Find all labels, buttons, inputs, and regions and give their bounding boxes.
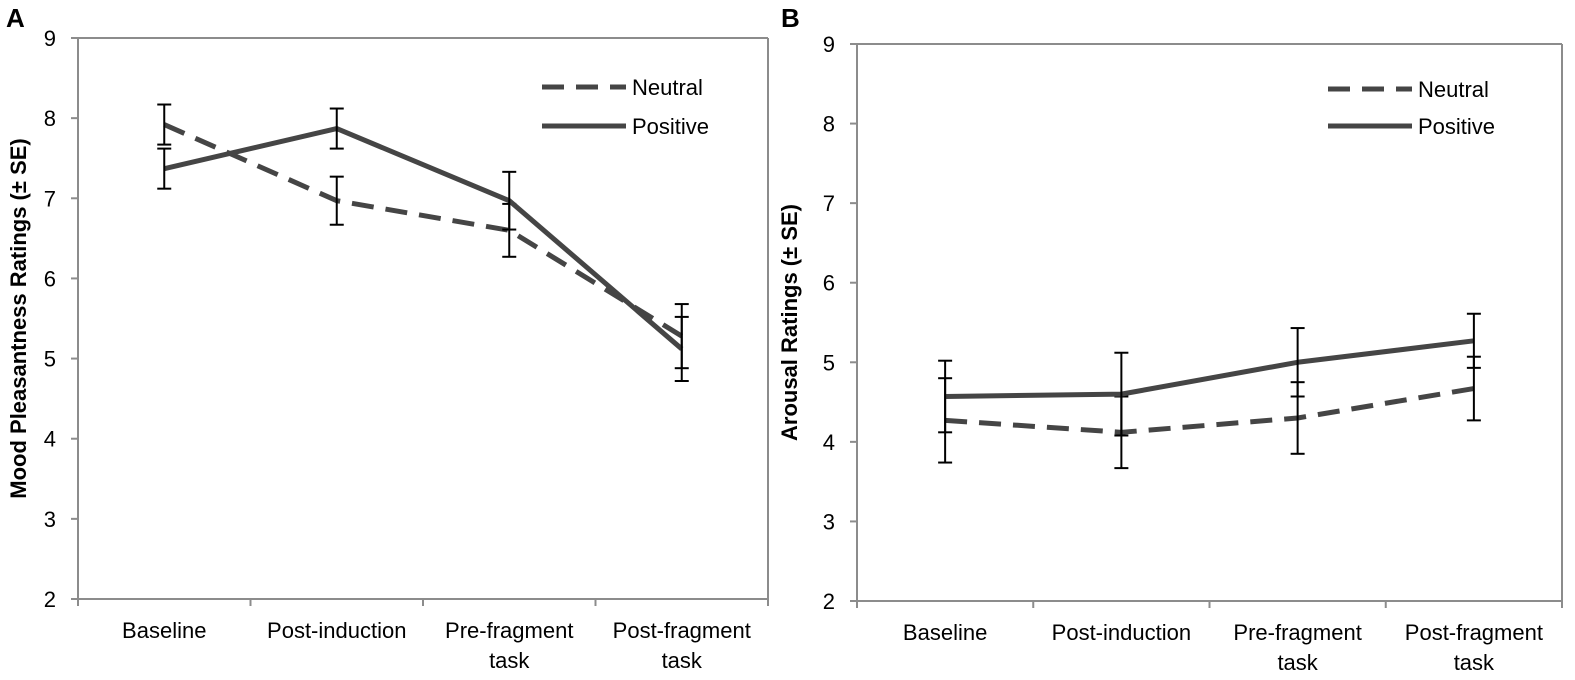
- x-tick-label-line: Pre-fragment: [1233, 620, 1361, 645]
- x-tick-label-line: Post-fragment: [613, 618, 751, 643]
- legend-label-positive: Positive: [632, 114, 709, 139]
- x-tick-label: Post-fragment task: [1405, 620, 1543, 675]
- x-tick-label-line: Pre-fragment: [445, 618, 573, 643]
- x-tick-label: Baseline: [122, 618, 206, 643]
- x-tick-label-line: Post-fragment: [1405, 620, 1543, 645]
- y-tick-label: 8: [44, 106, 56, 131]
- x-tick-label-line: task: [1277, 650, 1318, 675]
- y-tick-label: 4: [823, 430, 835, 455]
- series-line-positive: [945, 338, 1475, 400]
- y-tick-label: 9: [823, 32, 835, 57]
- x-tick-label-line: Post-induction: [267, 618, 406, 643]
- x-tick-label: Post-induction: [267, 618, 406, 643]
- legend-label-positive: Positive: [1418, 114, 1495, 139]
- legend-label-neutral: Neutral: [632, 75, 703, 100]
- x-tick-label: Pre-fragment task: [1233, 620, 1361, 675]
- series-line-positive: [163, 126, 684, 351]
- x-tick-label: Post-fragment task: [613, 618, 751, 673]
- y-axis-title: Arousal Ratings (± SE): [777, 204, 802, 441]
- y-tick-label: 8: [823, 112, 835, 137]
- x-tick-label: Post-induction: [1052, 620, 1191, 645]
- y-tick-label: 7: [44, 186, 56, 211]
- x-tick-label-line: task: [489, 648, 530, 673]
- y-tick-label: 2: [44, 587, 56, 612]
- y-tick-label: 7: [823, 191, 835, 216]
- x-tick-label-line: task: [662, 648, 703, 673]
- y-tick-label: 6: [823, 271, 835, 296]
- y-tick-label: 5: [823, 350, 835, 375]
- y-tick-label: 9: [44, 26, 56, 51]
- x-tick-label: Pre-fragment task: [445, 618, 573, 673]
- y-tick-label: 6: [44, 266, 56, 291]
- y-tick-label: 3: [44, 507, 56, 532]
- legend-label-neutral: Neutral: [1418, 77, 1489, 102]
- panel-letter: B: [781, 3, 800, 33]
- y-tick-label: 3: [823, 509, 835, 534]
- x-tick-label-line: Baseline: [122, 618, 206, 643]
- series-line-neutral: [944, 386, 1475, 435]
- y-axis-title: Mood Pleasantness Ratings (± SE): [6, 138, 31, 498]
- y-tick-label: 2: [823, 589, 835, 614]
- panel-letter: A: [6, 3, 25, 33]
- chart-panel-b: B 2 3 4 5 6 7 8 9 Baseline Post-induction Pre-fragm…: [777, 3, 1563, 675]
- x-tick-label-line: Post-induction: [1052, 620, 1191, 645]
- x-tick-label-line: task: [1454, 650, 1495, 675]
- chart-panel-a: A 2 3 4 5 6 7 8 9 Baseline Post-induction Pre-fragm…: [6, 3, 769, 673]
- x-tick-label: Baseline: [903, 620, 987, 645]
- x-tick-label-line: Baseline: [903, 620, 987, 645]
- y-tick-label: 5: [44, 347, 56, 372]
- y-tick-label: 4: [44, 427, 56, 452]
- series-line-neutral: [163, 122, 684, 339]
